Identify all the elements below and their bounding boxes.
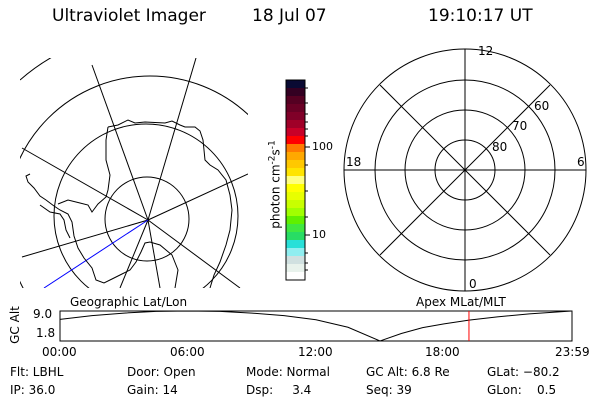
- lat-circle-40: [20, 0, 248, 22]
- lat-circle-60: [20, 75, 248, 288]
- lat-label-80: 80: [492, 140, 508, 154]
- polar-plot: [343, 48, 587, 292]
- meridian: [21, 219, 149, 258]
- lat-label-70: 70: [512, 119, 528, 133]
- lat-circle-80: [104, 176, 190, 262]
- colorbar-band: [286, 80, 305, 89]
- colorbar-band: [286, 144, 305, 153]
- mode-status: Mode: Normal: [246, 365, 330, 379]
- colorbar-band: [286, 88, 305, 97]
- lat-circle-70: [53, 123, 239, 288]
- gc-alt-status: GC Alt: 6.8 Re: [366, 365, 450, 379]
- meridian: [147, 58, 197, 221]
- colorbar-band: [286, 208, 305, 217]
- mlt-label-12: 12: [478, 44, 494, 58]
- colorbar-band: [286, 152, 305, 161]
- glon-status: GLon: 0.5: [487, 383, 557, 397]
- meridian: [21, 147, 149, 221]
- colorbar-band: [286, 264, 305, 273]
- mlt-label-0: 0: [469, 277, 477, 291]
- colorbar-band: [286, 104, 305, 113]
- colorbar: [286, 80, 305, 281]
- x-tick: 23:59: [555, 345, 590, 359]
- colorbar-band: [286, 256, 305, 265]
- mlt-label-18: 18: [346, 155, 362, 169]
- altitude-line: [59, 310, 572, 342]
- x-tick: 06:00: [170, 345, 205, 359]
- x-tick: 12:00: [298, 345, 333, 359]
- meridian: [147, 219, 241, 288]
- colorbar-band: [286, 248, 305, 257]
- lat-label-60: 60: [534, 99, 550, 113]
- x-tick: 18:00: [425, 345, 460, 359]
- colorbar-ticks: [305, 87, 310, 271]
- colorbar-tick-10: 10: [312, 228, 326, 241]
- glat-status: GLat: −80.2: [487, 365, 560, 379]
- altitude-plot-frame: [59, 310, 573, 342]
- meridian: [119, 219, 149, 288]
- instrument-title: Ultraviolet Imager: [52, 6, 206, 26]
- colorbar-band: [286, 112, 305, 121]
- colorbar-band: [286, 168, 305, 177]
- seq-status: Seq: 39: [366, 383, 412, 397]
- colorbar-band: [286, 128, 305, 137]
- colorbar-band: [286, 216, 305, 225]
- y-tick-9: 9.0: [33, 307, 53, 321]
- track-line: [43, 219, 149, 288]
- colorbar-band: [286, 232, 305, 241]
- mlt-label-6: 6: [577, 155, 585, 169]
- apex-label: Apex MLat/MLT: [416, 295, 506, 309]
- colorbar-band: [286, 192, 305, 201]
- colorbar-band: [286, 272, 305, 281]
- dsp-status: Dsp: 3.4: [246, 383, 312, 397]
- antarctica-coastline: [25, 119, 233, 288]
- colorbar-band: [286, 96, 305, 105]
- door-status: Door: Open: [127, 365, 196, 379]
- date-label: 18 Jul 07: [252, 6, 327, 26]
- gain-status: Gain: 14: [127, 383, 178, 397]
- colorbar-frame: [285, 79, 306, 281]
- meridian: [147, 173, 248, 221]
- filter-status: Flt: LBHL: [10, 365, 64, 379]
- colorbar-band: [286, 136, 305, 145]
- lat-circle-50: [20, 58, 52, 81]
- colorbar-band: [286, 200, 305, 209]
- colorbar-band: [286, 176, 305, 185]
- y-tick-1.8: 1.8: [36, 326, 56, 340]
- colorbar-tick-100: 100: [312, 140, 333, 153]
- colorbar-band: [286, 160, 305, 169]
- colorbar-band: [286, 224, 305, 233]
- colorbar-band: [286, 120, 305, 129]
- geographic-label: Geographic Lat/Lon: [70, 295, 188, 309]
- time-label: 19:10:17 UT: [428, 6, 533, 26]
- meridian: [147, 219, 161, 288]
- x-tick: 00:00: [42, 345, 77, 359]
- colorbar-band: [286, 184, 305, 193]
- ip-status: IP: 36.0: [10, 383, 56, 397]
- colorbar-band: [286, 240, 305, 249]
- colorbar-label: photon cm-2s-1: [267, 140, 283, 229]
- y-axis-label: GC Alt: [7, 306, 22, 344]
- meridian: [91, 64, 149, 221]
